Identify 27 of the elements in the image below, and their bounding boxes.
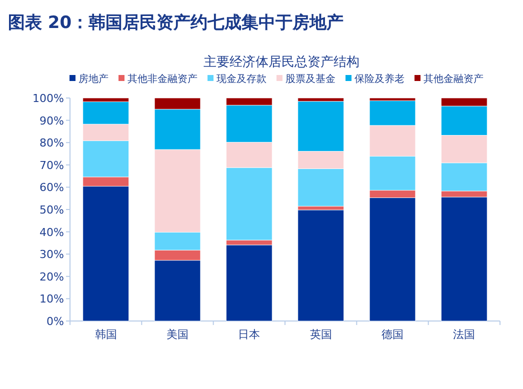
y-tick-label: 20%: [40, 270, 64, 284]
y-tick-label: 50%: [40, 204, 64, 216]
y-tick-label: 100%: [32, 92, 64, 105]
bar: [226, 244, 272, 322]
x-tick-label: 日本: [238, 328, 260, 341]
x-tick-label: 英国: [310, 328, 332, 341]
legend-label: 其他金融资产: [424, 73, 484, 85]
chart-subtitle: 主要经济体居民总资产结构: [204, 54, 360, 70]
y-tick-label: 0%: [46, 315, 64, 328]
legend-label: 保险及养老: [354, 73, 404, 85]
y-tick-label: 10%: [40, 292, 64, 306]
x-tick-label: 美国: [166, 328, 188, 341]
y-tick-label: 80%: [40, 136, 64, 150]
chart-title: 图表 20：韩国居民资产约七成集中于房地产: [8, 13, 344, 33]
x-tick-label: 韩国: [94, 328, 117, 341]
legend-label: 股票及基金: [286, 73, 336, 85]
x-tick-label: 德国: [382, 328, 404, 341]
x-tick-label: 法国: [453, 328, 476, 341]
legend-label: 其他非金融资产: [128, 73, 198, 85]
bar: [298, 210, 344, 322]
y-tick-label: 60%: [40, 181, 64, 194]
legend-label: 现金及存款: [216, 73, 266, 85]
y-tick-label: 30%: [40, 248, 64, 262]
y-tick-label: 70%: [40, 158, 64, 172]
y-tick-label: 40%: [40, 226, 64, 239]
legend-label: 房地产: [78, 73, 108, 85]
y-tick-label: 90%: [40, 114, 64, 128]
